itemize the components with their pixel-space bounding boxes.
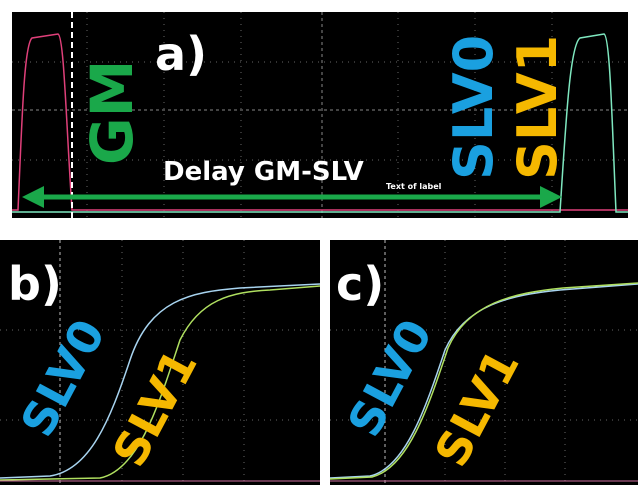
panel-a: a) GM SLV0 SLV1 Delay GM-SLV Text of lab… (12, 12, 628, 218)
panel-label: a) (155, 27, 207, 81)
delay-label: Delay GM-SLV (163, 157, 364, 187)
figure: a) GM SLV0 SLV1 Delay GM-SLV Text of lab… (0, 0, 638, 485)
gm-label: GM (78, 60, 146, 165)
panel-c: c) SLV0 SLV1 (330, 240, 638, 485)
slv0-label: SLV0 (442, 35, 505, 180)
panel-label: b) (8, 257, 62, 311)
panel-label: c) (336, 257, 384, 311)
panel-b: b) SLV0 SLV1 (0, 240, 320, 485)
small-label: Text of label (386, 182, 442, 191)
slv1-label: SLV1 (506, 35, 569, 180)
